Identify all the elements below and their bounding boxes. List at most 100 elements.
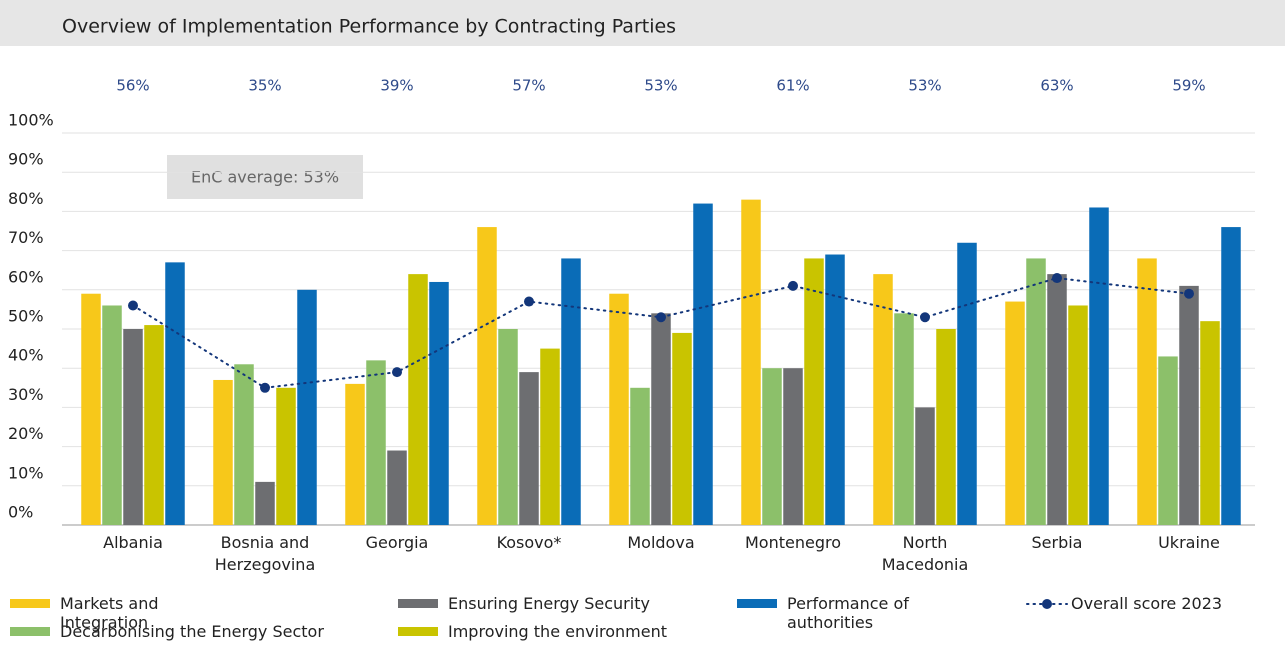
y-tick-label: 70% — [8, 228, 44, 247]
bar — [408, 274, 428, 525]
bar — [1047, 274, 1067, 525]
x-tick-label: Moldova — [627, 533, 695, 552]
legend-item: Performance of authorities — [737, 594, 917, 632]
bar — [144, 325, 164, 525]
legend-label: Performance of authorities — [787, 594, 909, 632]
bar — [783, 368, 803, 525]
bar — [366, 360, 386, 525]
x-tick-label: Bosnia and Herzegovina — [214, 533, 316, 574]
value-label: 35% — [248, 77, 281, 95]
legend-rect — [737, 599, 777, 608]
point — [1052, 273, 1062, 284]
bar — [1068, 305, 1088, 525]
bar — [1005, 301, 1025, 525]
annotation: EnC average: 53% — [191, 168, 339, 187]
annotation-box — [167, 155, 363, 199]
legend-label: Improving the environment — [448, 622, 668, 641]
x-tick-label: Georgia — [365, 533, 429, 552]
legend-swatch — [737, 599, 777, 608]
legend-swatch — [10, 627, 50, 636]
legend-label: Decarbonising the Energy Sector — [60, 622, 324, 641]
legend-label: Markets and Integration — [60, 594, 159, 632]
value-label: 59% — [1172, 77, 1205, 95]
y-tick-label: 10% — [8, 463, 44, 482]
title-bar — [0, 0, 1285, 46]
bar — [825, 254, 845, 525]
bar — [345, 383, 365, 525]
bar — [1200, 321, 1220, 525]
bar — [387, 450, 407, 525]
bar — [693, 203, 713, 525]
y-tick-label: 100% — [8, 111, 54, 130]
x-tick-label: Ukraine — [1158, 533, 1220, 552]
legend-item: Markets and Integration — [10, 594, 240, 632]
bar — [213, 379, 233, 525]
legend-swatch — [398, 599, 438, 608]
bar — [957, 242, 977, 525]
bar — [519, 372, 539, 525]
x-tick-label: Montenegro — [744, 533, 841, 552]
bar — [1089, 207, 1109, 526]
bar — [894, 313, 914, 525]
legend-swatch — [10, 599, 50, 608]
bar — [429, 281, 449, 525]
bar — [936, 329, 956, 525]
point — [788, 280, 798, 291]
bar — [276, 387, 296, 525]
bar — [234, 364, 254, 525]
bar — [762, 368, 782, 525]
x-tick-label: North Macedonia — [881, 533, 969, 574]
legend-dot — [1042, 599, 1052, 609]
y-tick-label: 20% — [8, 424, 44, 443]
legend-rect — [10, 627, 50, 636]
bar — [561, 258, 581, 525]
value-label: 61% — [776, 77, 809, 95]
bar — [672, 332, 692, 525]
legend-item: Decarbonising the Energy Sector — [10, 622, 360, 641]
legend-swatch — [398, 627, 438, 636]
bar — [609, 293, 629, 525]
point — [392, 367, 402, 378]
y-tick-label: 60% — [8, 267, 44, 286]
value-label: 53% — [908, 77, 941, 95]
bar — [81, 293, 101, 525]
bar — [498, 329, 518, 525]
bar — [477, 227, 497, 525]
y-tick-label: 0% — [8, 503, 33, 522]
legend-rect — [398, 599, 438, 608]
x-tick-label: Kosovo* — [496, 533, 562, 552]
y-tick-label: 80% — [8, 189, 44, 208]
legend-label: Overall score 2023 — [1071, 594, 1223, 613]
point — [260, 382, 270, 393]
value-label: 57% — [512, 77, 545, 95]
bar — [630, 387, 650, 525]
y-tick-label: 40% — [8, 346, 44, 365]
bar — [297, 289, 317, 525]
bar — [651, 313, 671, 525]
bar — [873, 274, 893, 525]
legend-rect — [10, 599, 50, 608]
bar — [1221, 227, 1241, 525]
y-tick-label: 50% — [8, 307, 44, 326]
bar — [1158, 356, 1178, 525]
chart-title: Overview of Implementation Performance b… — [62, 16, 676, 38]
bar — [540, 348, 560, 525]
x-tick-label: Serbia — [1031, 533, 1083, 552]
point — [656, 312, 666, 323]
legend-label: Ensuring Energy Security — [448, 594, 650, 613]
y-tick-label: 90% — [8, 150, 44, 169]
legend-item: Ensuring Energy Security — [398, 594, 728, 613]
point — [1184, 288, 1194, 299]
point — [128, 300, 138, 311]
y-tick-label: 30% — [8, 385, 44, 404]
bar — [165, 262, 185, 525]
legend-item: Improving the environment — [398, 622, 728, 641]
x-tick-label: Albania — [103, 533, 163, 552]
point — [524, 296, 534, 307]
bar — [741, 199, 761, 525]
bar — [804, 258, 824, 525]
bar — [102, 305, 122, 525]
bar — [915, 407, 935, 525]
